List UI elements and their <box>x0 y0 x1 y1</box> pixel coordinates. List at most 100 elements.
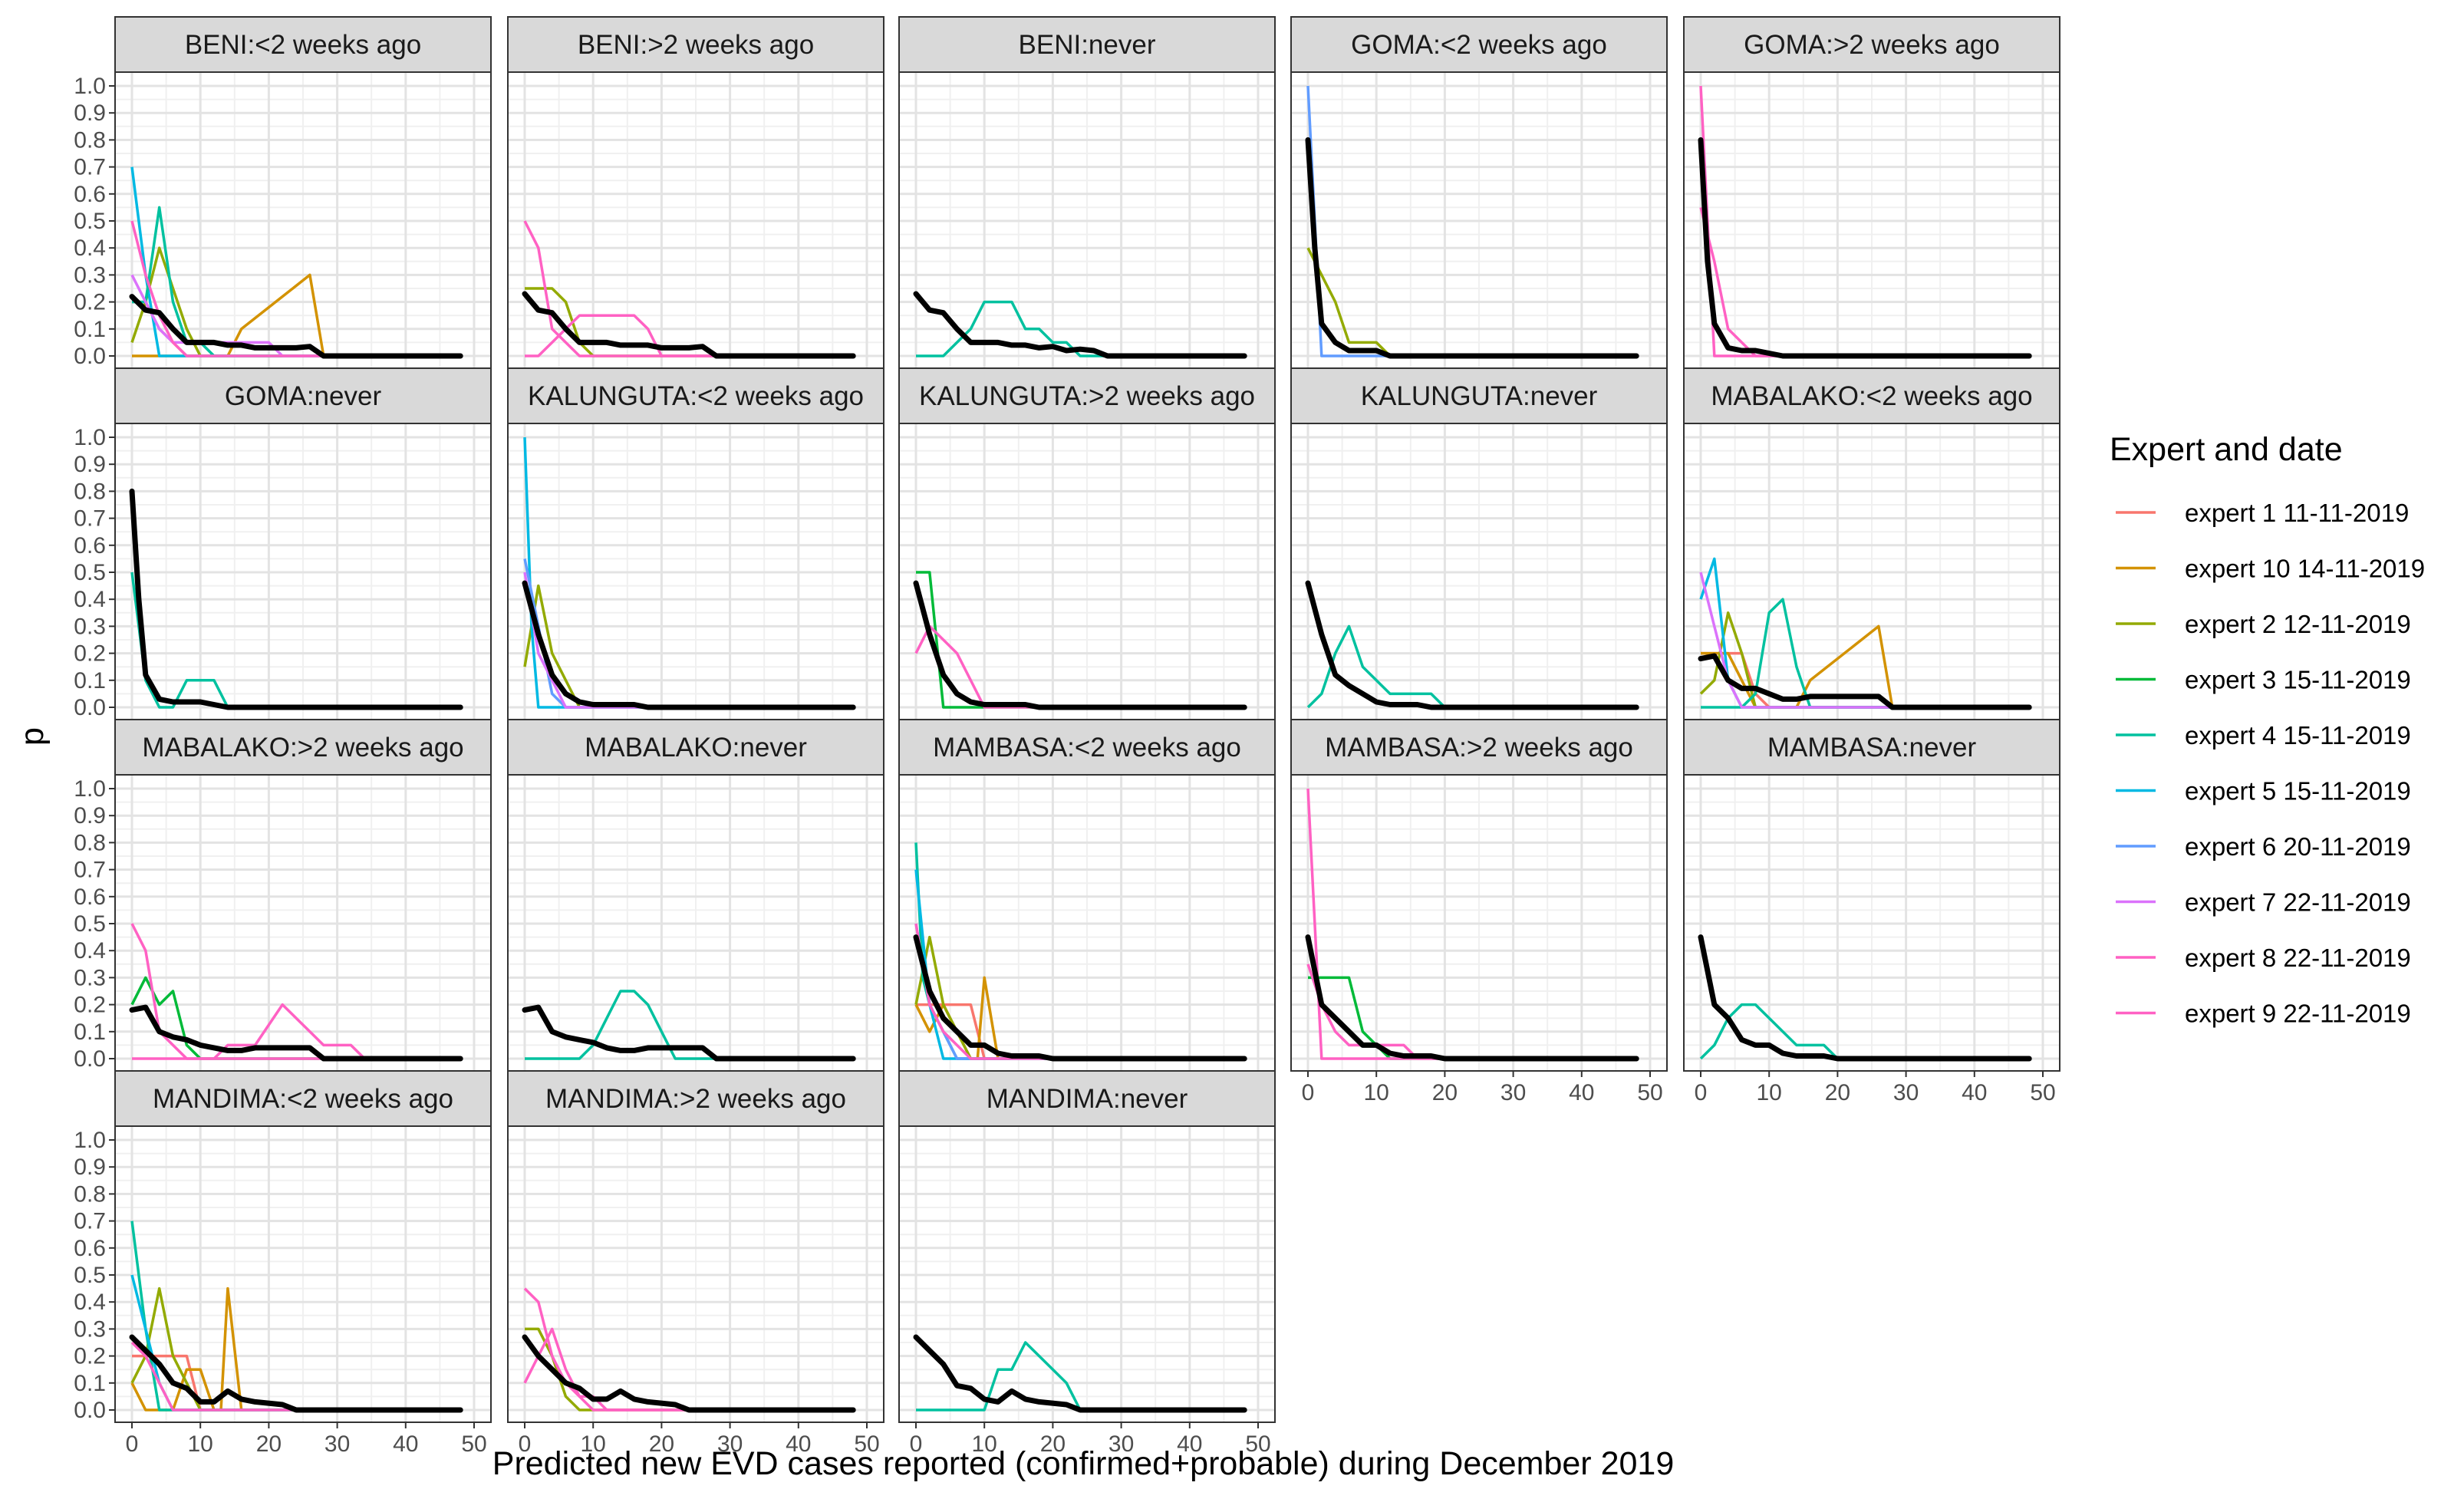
facet-panels: BENI:<2 weeks ago0.00.10.20.30.40.50.60.… <box>74 16 2060 1457</box>
legend-label: expert 2 12-11-2019 <box>2185 610 2411 638</box>
facet-strip <box>1683 16 2060 73</box>
panel-border <box>507 1125 884 1423</box>
facet-strip <box>507 367 884 424</box>
x-tick-label: 20 <box>256 1431 282 1457</box>
facet-strip-label: MAMBASA:never <box>1767 733 1977 763</box>
y-tick-label: 0.9 <box>74 100 106 126</box>
x-tick-label: 20 <box>1825 1080 1850 1105</box>
x-tick-label: 50 <box>854 1431 879 1457</box>
y-tick-label: 0.5 <box>74 560 106 585</box>
x-tick-label: 40 <box>393 1431 418 1457</box>
x-tick-label: 50 <box>461 1431 486 1457</box>
aggregate-line <box>913 291 1247 359</box>
x-tick-label: 10 <box>972 1431 997 1457</box>
facet-panel: MAMBASA:never 0 10 20 30 40 50 <box>1683 719 2060 1105</box>
y-tick-label: 0.0 <box>74 1046 106 1072</box>
y-tick-label: 0.0 <box>74 344 106 369</box>
legend-label: expert 1 11-11-2019 <box>2185 499 2409 527</box>
legend-label: expert 9 22-11-2019 <box>2185 1000 2411 1028</box>
y-tick-label: 0.7 <box>74 858 106 883</box>
aggregate-line <box>913 1334 1247 1413</box>
y-tick-label: 0.9 <box>74 1155 106 1180</box>
aggregate-line <box>129 1004 463 1062</box>
expert-series-line <box>130 220 461 357</box>
facet-strip-label: MAMBASA:<2 weeks ago <box>933 733 1241 763</box>
expert-series-line <box>130 1341 461 1412</box>
x-tick-label: 0 <box>910 1431 923 1457</box>
aggregate-line <box>1305 934 1639 1062</box>
facet-panel: KALUNGUTA:>2 weeks ago <box>898 367 1276 720</box>
facet-strip <box>898 367 1276 424</box>
expert-series-line <box>130 1286 461 1412</box>
y-tick-label: 0.9 <box>74 452 106 477</box>
x-axis-title: Predicted new EVD cases reported (confir… <box>492 1445 1674 1482</box>
y-tick-label: 0.1 <box>74 317 106 342</box>
facet-strip <box>114 1070 492 1127</box>
x-tick-label: 10 <box>581 1431 606 1457</box>
expert-series-line <box>916 1341 1245 1412</box>
facet-panel: MAMBASA:<2 weeks ago <box>898 719 1276 1072</box>
expert-series-line <box>1699 1003 2030 1060</box>
facet-strip-label: GOMA:>2 weeks ago <box>1744 30 2000 60</box>
facet-panel: MABALAKO:>2 weeks ago0.00.10.20.30.40.50… <box>74 719 492 1072</box>
facet-panel: BENI:never <box>898 16 1276 369</box>
y-tick-label: 0.2 <box>74 290 106 315</box>
facet-strip <box>1683 719 2060 776</box>
facet-strip-label: GOMA:never <box>225 381 382 411</box>
facet-strip-label: GOMA:<2 weeks ago <box>1351 30 1607 60</box>
x-tick-label: 30 <box>717 1431 743 1457</box>
expert-series-line <box>1306 624 1637 709</box>
facet-strip-label: KALUNGUTA:<2 weeks ago <box>528 381 864 411</box>
aggregate-line <box>1698 653 2032 710</box>
facet-strip <box>114 16 492 73</box>
facet-panel: KALUNGUTA:never <box>1290 367 1668 720</box>
x-tick-label: 30 <box>1500 1080 1526 1105</box>
y-tick-label: 1.0 <box>74 1128 106 1153</box>
facet-strip <box>114 367 492 424</box>
facet-strip-label: KALUNGUTA:>2 weeks ago <box>919 381 1255 411</box>
y-tick-label: 0.8 <box>74 1181 106 1207</box>
panel-border <box>898 1125 1276 1423</box>
facet-panel: BENI:<2 weeks ago0.00.10.20.30.40.50.60.… <box>74 16 492 369</box>
facet-strip <box>507 16 884 73</box>
panel-border <box>1290 774 1668 1072</box>
y-tick-label: 0.9 <box>74 803 106 829</box>
facet-strip-label: MABALAKO:never <box>585 733 807 763</box>
y-tick-label: 0.8 <box>74 479 106 504</box>
aggregate-line <box>913 934 1247 1062</box>
x-tick-label: 50 <box>1245 1431 1270 1457</box>
y-tick-label: 0.0 <box>74 695 106 720</box>
x-tick-label: 20 <box>1432 1080 1458 1105</box>
expert-series-line <box>523 220 854 357</box>
legend-label: expert 7 22-11-2019 <box>2185 888 2411 917</box>
y-tick-label: 0.6 <box>74 1236 106 1261</box>
x-tick-label: 20 <box>1040 1431 1066 1457</box>
aggregate-line <box>522 1004 856 1062</box>
facet-strip-label: BENI:>2 weeks ago <box>578 30 814 60</box>
y-tick-label: 0.2 <box>74 1344 106 1369</box>
facet-strip <box>1290 719 1668 776</box>
aggregate-line <box>1305 137 1639 359</box>
facet-panel: GOMA:never 0.00.10.20.30.40.50.60.70.80.9… <box>74 367 492 720</box>
facet-panel: GOMA:>2 weeks ago <box>1683 16 2060 369</box>
aggregate-line <box>1305 580 1639 710</box>
x-tick-label: 10 <box>188 1431 213 1457</box>
aggregate-line <box>913 580 1247 710</box>
legend: Expert and date expert 1 11-11-2019 exper… <box>2110 431 2425 1028</box>
y-tick-label: 0.4 <box>74 938 106 964</box>
legend-label: expert 6 20-11-2019 <box>2185 832 2411 861</box>
facet-strip-label: MANDIMA:never <box>987 1084 1188 1114</box>
facet-strip-label: MANDIMA:<2 weeks ago <box>153 1084 453 1114</box>
facet-strip <box>898 16 1276 73</box>
facet-panel: MABALAKO:never <box>507 719 884 1072</box>
x-tick-label: 10 <box>1364 1080 1389 1105</box>
y-tick-label: 0.8 <box>74 830 106 855</box>
facet-panel: BENI:>2 weeks ago <box>507 16 884 369</box>
y-tick-label: 0.7 <box>74 506 106 532</box>
aggregate-line <box>129 294 463 359</box>
y-tick-label: 0.3 <box>74 965 106 990</box>
x-tick-label: 50 <box>1637 1080 1662 1105</box>
legend-label: expert 4 15-11-2019 <box>2185 721 2411 749</box>
y-tick-label: 0.5 <box>74 1263 106 1288</box>
aggregate-line <box>129 488 463 710</box>
